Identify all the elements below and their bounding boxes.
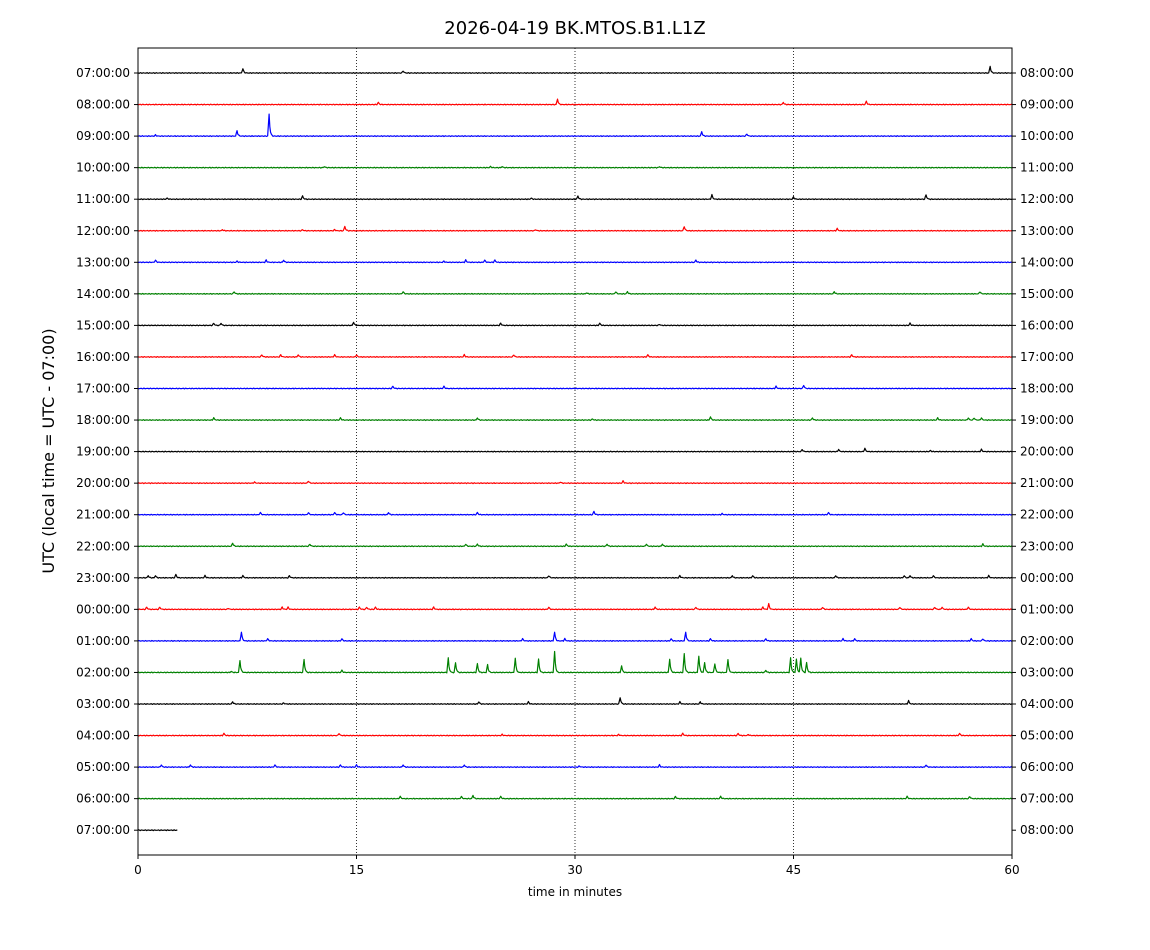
- right-time-label: 12:00:00: [1020, 192, 1074, 206]
- trace-line: [137, 573, 1013, 579]
- trace-line: [137, 542, 1013, 548]
- x-tick-label: 15: [349, 863, 364, 877]
- right-time-label: 08:00:00: [1020, 66, 1074, 80]
- trace-line: [137, 193, 1013, 201]
- left-time-label: 16:00:00: [76, 350, 130, 364]
- trace-line: [137, 732, 1013, 737]
- trace-line: [137, 602, 1013, 611]
- left-time-label: 08:00:00: [76, 98, 130, 112]
- right-time-label: 08:00:00: [1020, 823, 1074, 837]
- trace-line: [137, 829, 178, 832]
- trace-line: [137, 510, 1013, 516]
- right-time-label: 13:00:00: [1020, 224, 1074, 238]
- right-time-label: 04:00:00: [1020, 697, 1074, 711]
- right-time-label: 14:00:00: [1020, 255, 1074, 269]
- left-time-label: 10:00:00: [76, 161, 130, 175]
- right-time-label: 21:00:00: [1020, 476, 1074, 490]
- x-tick-label: 60: [1004, 863, 1019, 877]
- left-time-label: 06:00:00: [76, 792, 130, 806]
- left-time-label: 05:00:00: [76, 760, 130, 774]
- trace-line: [137, 290, 1013, 295]
- right-time-label: 19:00:00: [1020, 413, 1074, 427]
- left-time-label: 23:00:00: [76, 571, 130, 585]
- trace-line: [137, 65, 1013, 75]
- y-axis-label: UTC (local time = UTC - 07:00): [39, 328, 58, 573]
- trace-line: [137, 353, 1013, 358]
- trace-line: [137, 631, 1013, 642]
- x-tick-label: 45: [786, 863, 801, 877]
- trace-line: [137, 225, 1013, 232]
- right-time-label: 03:00:00: [1020, 665, 1074, 679]
- x-tick-label: 30: [567, 863, 582, 877]
- left-time-label: 20:00:00: [76, 476, 130, 490]
- left-time-label: 02:00:00: [76, 665, 130, 679]
- left-time-label: 19:00:00: [76, 445, 130, 459]
- left-time-label: 11:00:00: [76, 192, 130, 206]
- left-time-label: 09:00:00: [76, 129, 130, 143]
- left-time-label: 18:00:00: [76, 413, 130, 427]
- trace-line: [137, 165, 1013, 169]
- left-time-label: 07:00:00: [76, 66, 130, 80]
- right-time-label: 15:00:00: [1020, 287, 1074, 301]
- trace-line: [137, 480, 1013, 485]
- right-time-label: 02:00:00: [1020, 634, 1074, 648]
- right-time-label: 18:00:00: [1020, 382, 1074, 396]
- trace-line: [137, 650, 1013, 674]
- grid-layer: [356, 48, 794, 855]
- left-time-label: 13:00:00: [76, 255, 130, 269]
- trace-line: [137, 697, 1013, 706]
- trace-line: [137, 763, 1013, 769]
- right-time-label: 20:00:00: [1020, 445, 1074, 459]
- x-axis-label: time in minutes: [528, 885, 622, 899]
- trace-line: [137, 259, 1013, 264]
- chart-title: 2026-04-19 BK.MTOS.B1.L1Z: [444, 18, 705, 39]
- trace-line: [137, 321, 1013, 327]
- right-time-label: 01:00:00: [1020, 602, 1074, 616]
- right-time-label: 11:00:00: [1020, 161, 1074, 175]
- trace-line: [137, 447, 1013, 453]
- right-time-label: 09:00:00: [1020, 98, 1074, 112]
- x-tick-label: 0: [134, 863, 142, 877]
- left-time-label: 04:00:00: [76, 729, 130, 743]
- trace-line: [137, 794, 1013, 800]
- trace-line: [137, 113, 1013, 138]
- left-time-label: 00:00:00: [76, 602, 130, 616]
- left-time-label: 07:00:00: [76, 823, 130, 837]
- trace-layer: [137, 65, 1013, 832]
- right-time-label: 00:00:00: [1020, 571, 1074, 585]
- right-time-label: 23:00:00: [1020, 539, 1074, 553]
- axis-layer: 07:00:00 08:00:00 08:00:00 09:00:00 09:00:00…: [76, 66, 1074, 877]
- left-time-label: 12:00:00: [76, 224, 130, 238]
- left-time-label: 01:00:00: [76, 634, 130, 648]
- trace-line: [137, 384, 1013, 390]
- left-time-label: 22:00:00: [76, 539, 130, 553]
- left-time-label: 21:00:00: [76, 508, 130, 522]
- trace-line: [137, 416, 1013, 422]
- right-time-label: 05:00:00: [1020, 729, 1074, 743]
- right-time-label: 10:00:00: [1020, 129, 1074, 143]
- right-time-label: 22:00:00: [1020, 508, 1074, 522]
- right-time-label: 17:00:00: [1020, 350, 1074, 364]
- left-time-label: 17:00:00: [76, 382, 130, 396]
- left-time-label: 03:00:00: [76, 697, 130, 711]
- left-time-label: 14:00:00: [76, 287, 130, 301]
- trace-line: [137, 98, 1013, 106]
- right-time-label: 06:00:00: [1020, 760, 1074, 774]
- left-time-label: 15:00:00: [76, 318, 130, 332]
- right-time-label: 07:00:00: [1020, 792, 1074, 806]
- right-time-label: 16:00:00: [1020, 318, 1074, 332]
